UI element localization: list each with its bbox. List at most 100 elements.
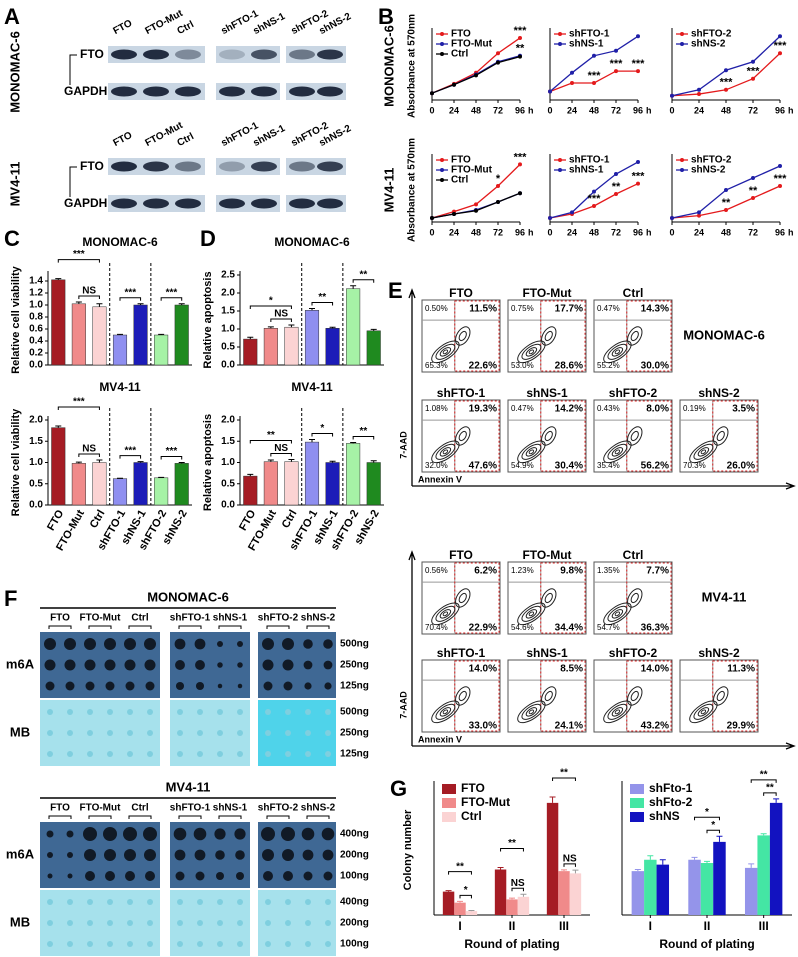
chart-title: MONOMAC-6	[82, 235, 158, 249]
contour	[541, 588, 557, 608]
band	[219, 86, 245, 97]
quadrant-value: 14.0%	[641, 664, 669, 675]
error-bar	[288, 324, 295, 328]
quadrant-value: 53.0%	[511, 361, 534, 370]
error-bar	[760, 833, 767, 836]
contour	[521, 443, 542, 460]
point	[570, 70, 574, 75]
point	[548, 89, 552, 94]
contour	[521, 343, 542, 360]
dot	[303, 871, 313, 881]
point	[496, 60, 500, 65]
annotation: ***	[720, 77, 734, 89]
point	[697, 210, 701, 215]
gate	[712, 660, 758, 732]
dot	[325, 899, 331, 905]
contour	[458, 330, 467, 342]
dot	[195, 871, 205, 881]
legend-label: shFTO-1	[569, 29, 610, 40]
bar	[744, 867, 758, 915]
error-bar	[370, 328, 377, 331]
legend-label: shNS-2	[691, 39, 726, 50]
error-bar	[659, 859, 666, 865]
y-label: Relative apoptosis	[202, 414, 214, 511]
x-unit: h	[528, 105, 534, 115]
dot	[147, 709, 153, 715]
contour	[455, 426, 471, 446]
dot	[87, 941, 93, 947]
quadrant-value: 0.75%	[511, 304, 534, 313]
error-bar	[75, 461, 82, 464]
lane-bracket	[48, 625, 72, 629]
point	[636, 34, 640, 39]
contour	[431, 602, 460, 626]
contour	[611, 609, 624, 619]
y-tick-label: 2.0	[29, 415, 43, 426]
x-tick-label: 72	[493, 105, 503, 115]
lane-bracket	[218, 815, 242, 819]
plot-title: FTO	[449, 286, 473, 300]
contour	[528, 349, 535, 355]
dot	[175, 660, 185, 670]
band	[175, 161, 201, 172]
contour	[627, 426, 643, 446]
dot	[87, 899, 93, 905]
lane-label: FTO	[50, 803, 70, 814]
y-tick-label: 2.0	[221, 288, 235, 299]
lane-bracket	[88, 625, 112, 629]
point	[670, 216, 674, 220]
dot	[107, 920, 113, 926]
x-label: Round of plating	[464, 937, 559, 951]
quadrant-value: 54.9%	[511, 461, 534, 470]
point	[614, 69, 618, 74]
point	[452, 82, 456, 87]
contour	[544, 690, 553, 702]
error-bar	[309, 307, 315, 311]
x-tick-label: 24	[567, 105, 577, 115]
significance-bracket	[78, 295, 100, 299]
error-bar	[96, 303, 103, 307]
error-bar	[309, 439, 315, 443]
cell-line-label: MV4-11	[702, 589, 747, 604]
contour	[716, 690, 725, 702]
chart-title: MONOMAC-6	[274, 235, 350, 249]
legend-label: shFTO-2	[691, 29, 732, 40]
contour	[614, 349, 621, 355]
legend-marker	[558, 158, 562, 162]
dot	[67, 920, 73, 926]
contour	[455, 686, 471, 706]
contour	[700, 449, 707, 455]
significance-bracket	[552, 777, 576, 782]
error-bar	[178, 303, 185, 305]
y-label: Absorbance at 570nm	[407, 14, 418, 118]
bar	[346, 288, 361, 366]
dot	[217, 641, 223, 647]
bar	[71, 303, 86, 366]
error-bar	[634, 869, 641, 872]
x-tick-label: 96	[515, 105, 525, 115]
dot	[305, 941, 311, 947]
dot	[265, 920, 271, 926]
dot	[104, 659, 116, 671]
significance-label: NS	[82, 286, 96, 297]
bar	[757, 835, 770, 915]
row-label: m6A	[6, 656, 35, 671]
point	[614, 48, 618, 53]
x-tick-label: I	[458, 919, 461, 933]
significance-label: **	[267, 430, 275, 441]
dot	[47, 751, 53, 757]
bar	[494, 869, 507, 915]
y-tick-label: 0.8	[29, 312, 43, 323]
band	[175, 86, 201, 97]
point	[751, 176, 755, 180]
dot	[44, 659, 56, 671]
dot	[47, 941, 53, 947]
x-tick-label: Ctrl	[88, 508, 108, 530]
bar	[558, 871, 570, 915]
point	[430, 91, 434, 96]
point	[592, 189, 596, 194]
bar	[174, 304, 189, 366]
dot	[217, 941, 223, 947]
dot	[235, 850, 245, 860]
bar	[454, 902, 466, 915]
